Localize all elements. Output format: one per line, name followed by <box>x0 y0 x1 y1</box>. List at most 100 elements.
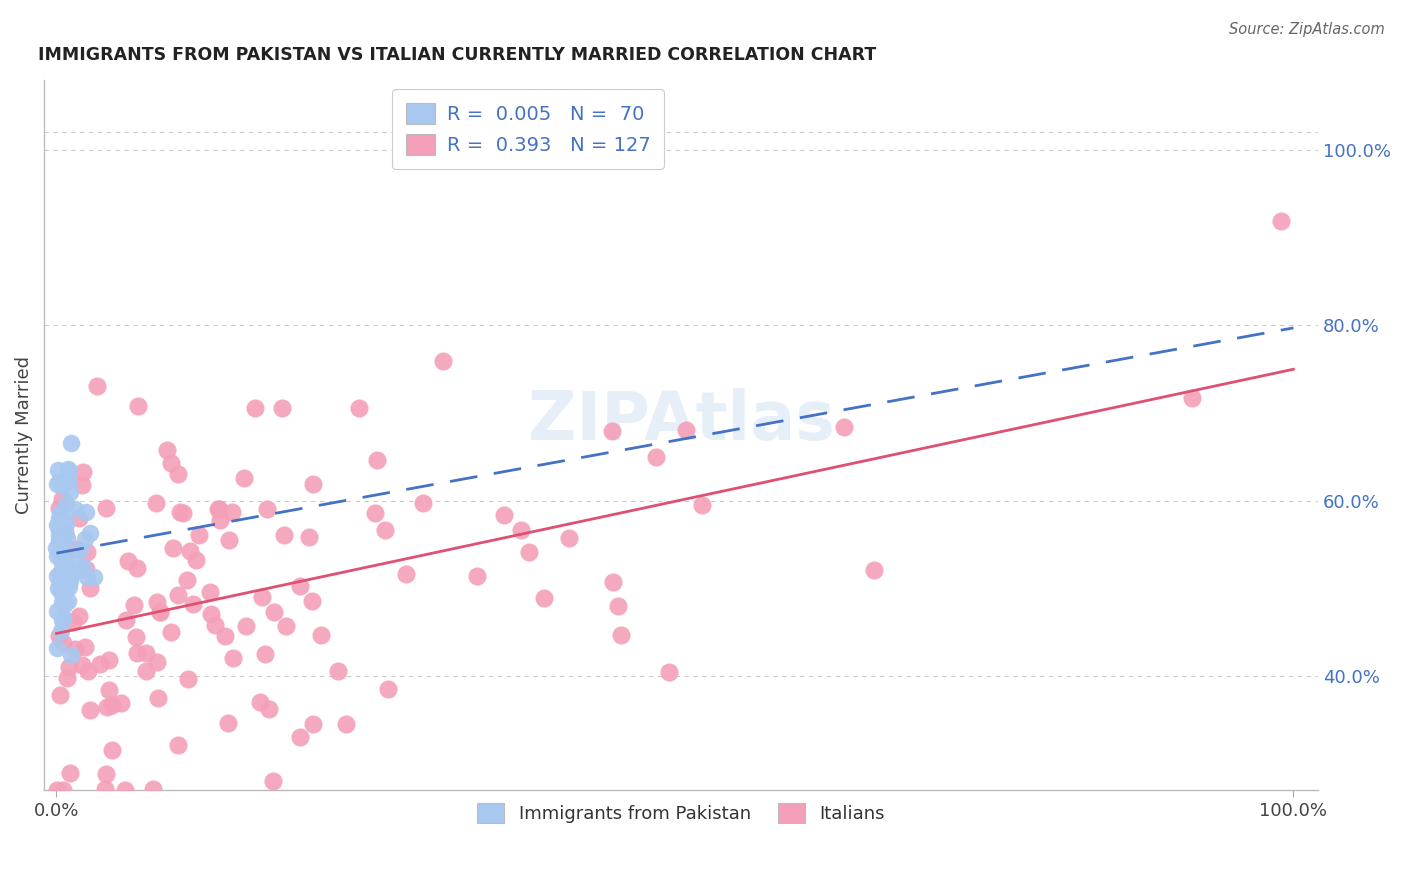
Point <box>49 624 72 638</box>
Point <box>412 495 434 509</box>
Point <box>125 561 148 575</box>
Point <box>863 563 886 577</box>
Point <box>298 530 321 544</box>
Point <box>58 573 80 587</box>
Point <box>52 516 75 531</box>
Point <box>86 378 108 392</box>
Point <box>75 640 97 655</box>
Point <box>55 497 77 511</box>
Point <box>243 401 266 415</box>
Point <box>53 568 76 582</box>
Point <box>49 532 72 546</box>
Point <box>49 551 72 566</box>
Point <box>101 698 124 713</box>
Point <box>77 664 100 678</box>
Point <box>326 664 349 678</box>
Point <box>127 399 149 413</box>
Point <box>48 566 70 580</box>
Point <box>63 541 86 556</box>
Point <box>51 525 73 540</box>
Point <box>67 608 90 623</box>
Text: ZIPAtlas: ZIPAtlas <box>527 388 835 454</box>
Point <box>94 782 117 797</box>
Point <box>45 783 67 797</box>
Text: IMMIGRANTS FROM PAKISTAN VS ITALIAN CURRENTLY MARRIED CORRELATION CHART: IMMIGRANTS FROM PAKISTAN VS ITALIAN CURR… <box>38 46 876 64</box>
Point <box>115 613 138 627</box>
Point <box>221 505 243 519</box>
Point <box>179 544 201 558</box>
Point <box>56 473 79 487</box>
Point <box>52 566 75 580</box>
Point <box>263 605 285 619</box>
Point <box>51 513 73 527</box>
Point <box>51 594 73 608</box>
Point <box>59 435 82 450</box>
Point <box>48 630 70 644</box>
Point <box>253 647 276 661</box>
Point <box>52 536 75 550</box>
Point <box>59 574 82 588</box>
Point <box>79 581 101 595</box>
Point <box>432 354 454 368</box>
Point <box>145 496 167 510</box>
Point <box>51 535 73 549</box>
Point <box>51 565 73 579</box>
Point <box>533 591 555 606</box>
Point <box>335 717 357 731</box>
Point <box>52 611 75 625</box>
Point <box>46 477 69 491</box>
Point <box>58 464 80 478</box>
Point <box>52 636 75 650</box>
Point <box>46 549 69 564</box>
Point <box>100 743 122 757</box>
Point <box>69 542 91 557</box>
Point <box>110 696 132 710</box>
Point <box>256 501 278 516</box>
Point <box>49 584 72 599</box>
Point <box>69 560 91 574</box>
Point <box>149 605 172 619</box>
Point <box>52 783 75 797</box>
Point <box>72 560 94 574</box>
Point <box>349 401 371 415</box>
Point <box>114 783 136 797</box>
Point <box>53 596 76 610</box>
Point <box>63 501 86 516</box>
Point <box>62 615 84 630</box>
Point <box>52 516 75 530</box>
Point <box>517 545 540 559</box>
Point <box>176 574 198 588</box>
Point <box>146 595 169 609</box>
Point <box>49 544 72 558</box>
Point <box>232 471 254 485</box>
Point <box>311 628 333 642</box>
Point <box>67 511 90 525</box>
Point <box>52 583 75 598</box>
Point <box>135 665 157 679</box>
Point <box>63 642 86 657</box>
Point <box>72 478 94 492</box>
Point <box>302 476 325 491</box>
Point <box>117 554 139 568</box>
Point <box>59 484 82 499</box>
Point <box>51 556 73 570</box>
Point <box>465 568 488 582</box>
Point <box>257 702 280 716</box>
Point <box>302 716 325 731</box>
Point <box>96 767 118 781</box>
Point <box>262 774 284 789</box>
Point <box>172 507 194 521</box>
Point <box>96 699 118 714</box>
Point <box>49 689 72 703</box>
Point <box>602 574 624 589</box>
Legend: Immigrants from Pakistan, Italians: Immigrants from Pakistan, Italians <box>467 793 896 834</box>
Point <box>48 529 70 543</box>
Point <box>834 420 856 434</box>
Point <box>146 655 169 669</box>
Point <box>602 424 624 438</box>
Point <box>75 532 97 546</box>
Point <box>214 628 236 642</box>
Point <box>146 690 169 705</box>
Point <box>557 531 579 545</box>
Y-axis label: Currently Married: Currently Married <box>15 356 32 514</box>
